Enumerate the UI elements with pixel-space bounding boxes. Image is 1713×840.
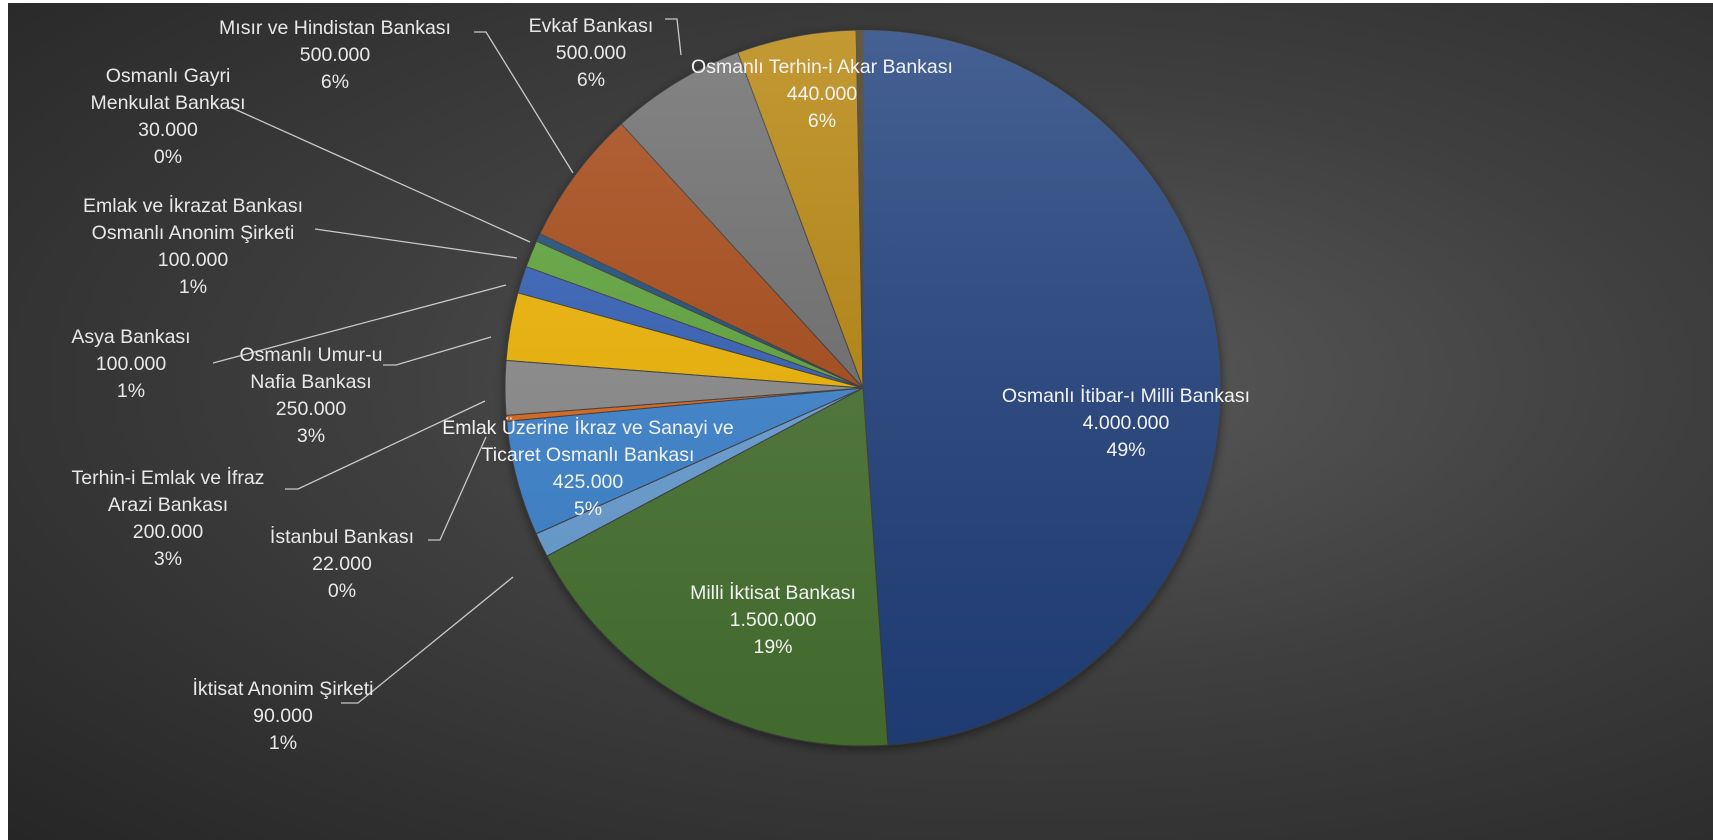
data-label-3-line-2: 425.000 bbox=[553, 471, 624, 493]
data-label-3-line-3: 5% bbox=[574, 498, 602, 520]
data-label-8-line-1: Osmanlı Anonim Şirketi bbox=[92, 222, 295, 244]
leader-lines bbox=[212, 18, 682, 704]
data-label-9-line-2: 30.000 bbox=[138, 119, 198, 141]
data-label-3-line-1: Ticaret Osmanlı Bankası bbox=[482, 444, 695, 466]
data-label-6: Osmanlı Umur-u Nafia Bankası 250.000 3% bbox=[239, 344, 382, 447]
data-label-6-line-2: 250.000 bbox=[276, 398, 347, 420]
data-label-1-line-1: 1.500.000 bbox=[730, 609, 817, 631]
data-label-12-line-1: 440.000 bbox=[787, 83, 858, 105]
data-label-8-line-2: 100.000 bbox=[158, 249, 229, 271]
leader-line-8 bbox=[314, 228, 518, 259]
data-label-10-line-0: Mısır ve Hindistan Bankası bbox=[219, 17, 451, 39]
data-label-9-line-0: Osmanlı Gayri bbox=[106, 65, 231, 87]
leader-line-11 bbox=[665, 18, 682, 56]
data-label-2-line-0: İktisat Anonim Şirketi bbox=[193, 677, 374, 700]
data-label-11-line-2: 6% bbox=[577, 69, 605, 91]
pie-chart: Osmanlı İtibar-ı Milli Bankası 4.000.000 4… bbox=[71, 15, 1250, 754]
data-label-11-line-1: 500.000 bbox=[556, 42, 627, 64]
data-label-12-line-0: Osmanlı Terhin-i Akar Bankası bbox=[691, 56, 953, 78]
data-label-8-line-0: Emlak ve İkrazat Bankası bbox=[83, 194, 303, 217]
data-label-9: Osmanlı Gayri Menkulat Bankası 30.000 0% bbox=[90, 65, 245, 168]
data-label-8: Emlak ve İkrazat Bankası Osmanlı Anonim Ş… bbox=[83, 194, 303, 298]
data-label-10-line-1: 500.000 bbox=[300, 44, 371, 66]
data-label-9-line-3: 0% bbox=[154, 146, 182, 168]
data-label-5-line-3: 3% bbox=[154, 548, 182, 570]
data-label-7: Asya Bankası 100.000 1% bbox=[71, 326, 190, 402]
data-labels: Osmanlı İtibar-ı Milli Bankası 4.000.000 4… bbox=[71, 15, 1250, 754]
data-label-5-line-2: 200.000 bbox=[133, 521, 204, 543]
data-label-3: Emlak Üzerine İkraz ve Sanayi ve Ticaret … bbox=[442, 416, 734, 520]
data-label-0: Osmanlı İtibar-ı Milli Bankası 4.000.000 4… bbox=[1002, 384, 1250, 461]
data-label-1-line-2: 19% bbox=[753, 636, 792, 658]
data-label-12-line-2: 6% bbox=[808, 110, 836, 132]
data-label-4-line-0: İstanbul Bankası bbox=[270, 525, 414, 548]
data-label-10-line-2: 6% bbox=[321, 71, 349, 93]
leader-line-4 bbox=[428, 436, 487, 541]
data-label-5-line-1: Arazi Bankası bbox=[108, 494, 228, 516]
leader-line-5 bbox=[285, 400, 486, 490]
data-label-4: İstanbul Bankası 22.000 0% bbox=[270, 525, 414, 602]
chart-area: Osmanlı İtibar-ı Milli Bankası 4.000.000 4… bbox=[8, 3, 1713, 840]
leader-line-7 bbox=[212, 284, 507, 364]
data-label-5-line-0: Terhin-i Emlak ve İfraz bbox=[72, 466, 265, 489]
data-label-12: Osmanlı Terhin-i Akar Bankası 440.000 6% bbox=[691, 56, 953, 132]
data-label-7-line-0: Asya Bankası bbox=[71, 326, 190, 348]
data-label-9-line-1: Menkulat Bankası bbox=[90, 92, 245, 114]
data-label-0-line-1: 4.000.000 bbox=[1083, 412, 1170, 434]
leader-line-9 bbox=[229, 106, 531, 243]
leader-line-10 bbox=[474, 31, 574, 174]
data-label-6-line-3: 3% bbox=[297, 425, 325, 447]
data-label-10: Mısır ve Hindistan Bankası 500.000 6% bbox=[219, 17, 451, 93]
data-label-6-line-0: Osmanlı Umur-u bbox=[239, 344, 382, 366]
leader-line-6 bbox=[383, 336, 492, 366]
data-label-2-line-1: 90.000 bbox=[253, 705, 313, 727]
data-label-1: Milli İktisat Bankası 1.500.000 19% bbox=[690, 581, 856, 658]
data-label-3-line-0: Emlak Üzerine İkraz ve Sanayi ve bbox=[442, 416, 734, 439]
data-label-0-line-0: Osmanlı İtibar-ı Milli Bankası bbox=[1002, 384, 1250, 407]
data-label-2-line-2: 1% bbox=[269, 732, 297, 754]
data-label-5: Terhin-i Emlak ve İfraz Arazi Bankası 200.… bbox=[72, 466, 265, 570]
data-label-7-line-2: 1% bbox=[117, 380, 145, 402]
data-label-8-line-3: 1% bbox=[179, 276, 207, 298]
data-label-7-line-1: 100.000 bbox=[96, 353, 167, 375]
leader-line-2 bbox=[341, 576, 514, 704]
data-label-11-line-0: Evkaf Bankası bbox=[529, 15, 654, 37]
data-label-2: İktisat Anonim Şirketi 90.000 1% bbox=[193, 677, 374, 754]
data-label-6-line-1: Nafia Bankası bbox=[250, 371, 371, 393]
data-label-4-line-1: 22.000 bbox=[312, 553, 372, 575]
data-label-0-line-2: 49% bbox=[1106, 439, 1145, 461]
data-label-1-line-0: Milli İktisat Bankası bbox=[690, 581, 856, 604]
data-label-4-line-2: 0% bbox=[328, 580, 356, 602]
data-label-11: Evkaf Bankası 500.000 6% bbox=[529, 15, 654, 91]
